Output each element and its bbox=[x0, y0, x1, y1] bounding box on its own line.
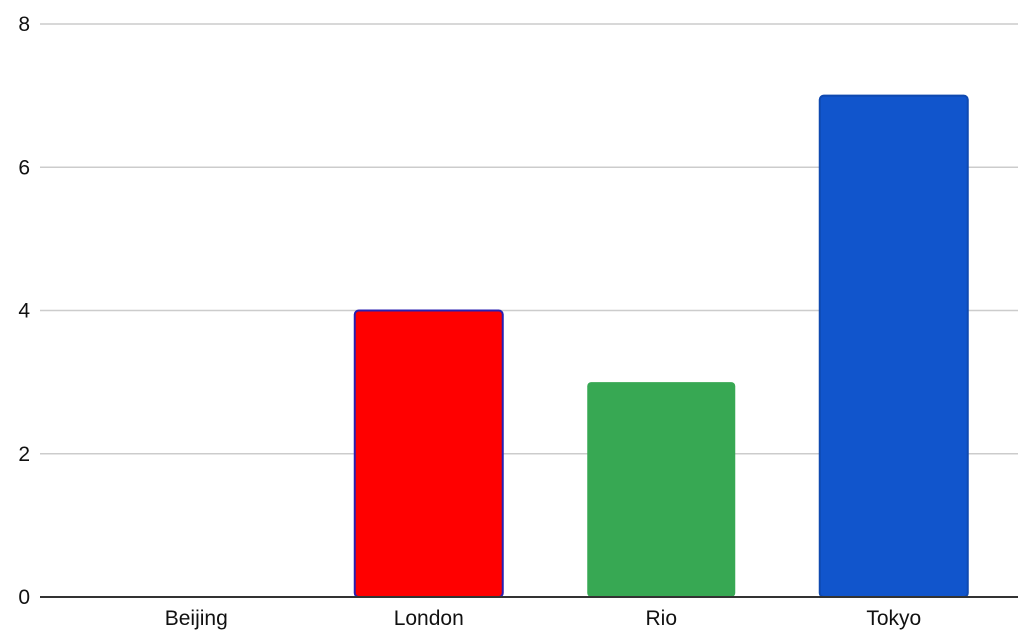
y-tick-label-2: 2 bbox=[18, 443, 30, 466]
y-tick-label-8: 8 bbox=[18, 13, 30, 36]
x-tick-label-tokyo: Tokyo bbox=[866, 607, 921, 630]
axes: 0 2 4 6 8 Beijing London Rio Tokyo bbox=[18, 13, 1018, 630]
x-tick-label-rio: Rio bbox=[645, 607, 677, 630]
bar-rio bbox=[587, 382, 736, 597]
x-tick-label-beijing: Beijing bbox=[165, 607, 228, 630]
y-tick-label-4: 4 bbox=[18, 300, 30, 323]
y-tick-label-0: 0 bbox=[18, 586, 30, 609]
bars bbox=[353, 94, 969, 598]
bar-tokyo bbox=[818, 94, 969, 598]
x-tick-label-london: London bbox=[394, 607, 464, 630]
y-tick-label-6: 6 bbox=[18, 156, 30, 179]
bar-london bbox=[353, 309, 504, 598]
